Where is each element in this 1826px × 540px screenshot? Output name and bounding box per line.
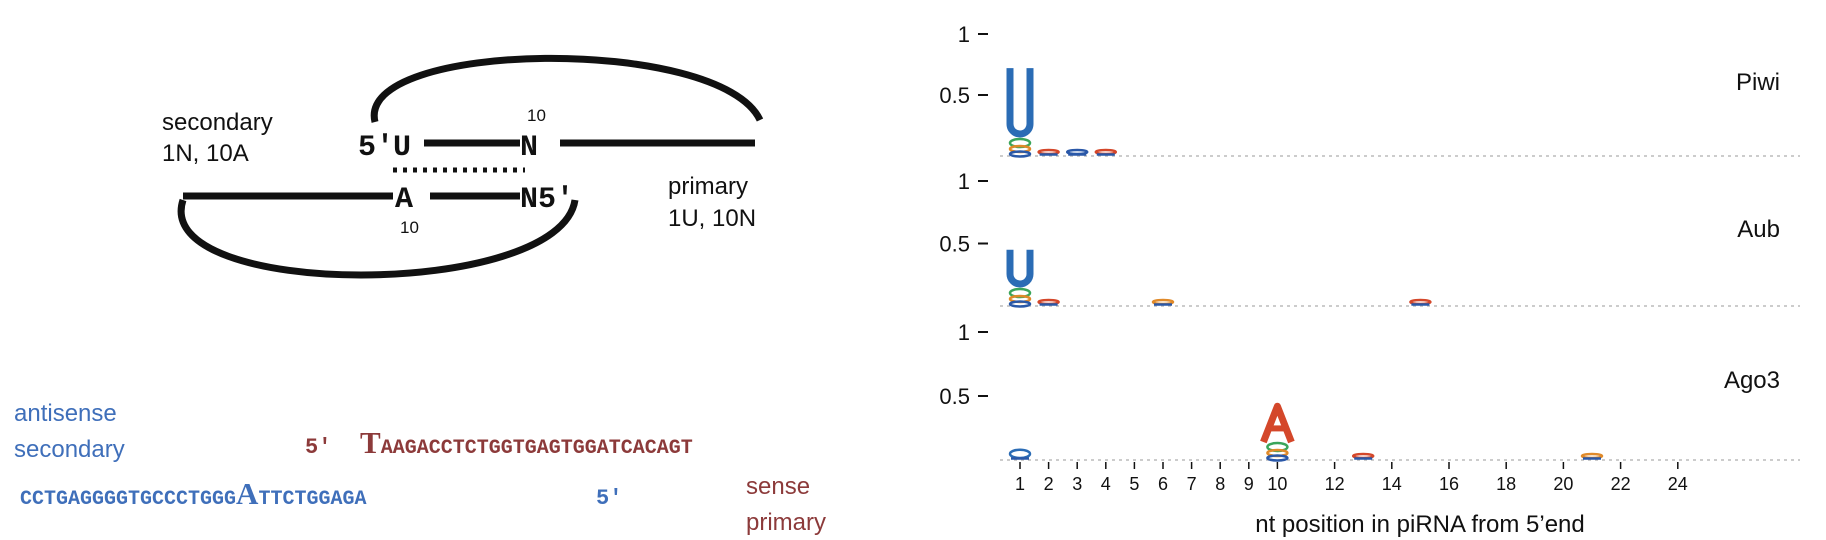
y-tick-label: 0.5	[939, 384, 970, 409]
antisense-sequence: CCTGAGGGGTGCCCTGGGATTCTGGAGA	[20, 476, 366, 511]
y-tick-label: 0.5	[939, 83, 970, 108]
x-tick-label: 9	[1244, 474, 1254, 494]
x-tick-label: 20	[1553, 474, 1573, 494]
sense-label-line2: primary	[746, 509, 826, 536]
top-pos1-U: U	[393, 131, 411, 165]
logo-letter-U-pos1	[1006, 249, 1034, 308]
logo-letter-U-pos1	[1006, 68, 1034, 158]
antisense-label-line1: antisense	[14, 400, 117, 427]
primary-label-line2: 1U, 10N	[668, 205, 756, 232]
sense-rest: AAGACCTCTGGTGAGTGGATCACAGT	[381, 437, 693, 460]
x-tick-label: 1	[1015, 474, 1025, 494]
x-tick-label: 7	[1187, 474, 1197, 494]
logo-letter-A-pos10	[1260, 402, 1295, 462]
x-tick-label: 10	[1267, 474, 1287, 494]
top-pos10-number: 10	[527, 106, 546, 125]
panel-name-ago3: Ago3	[1724, 367, 1780, 394]
x-tick-label: 2	[1044, 474, 1054, 494]
panel-name-aub: Aub	[1737, 216, 1780, 243]
sequence-pair: antisense secondary 5′ TAAGACCTCTGGTGAGT…	[14, 400, 826, 536]
x-tick-label: 3	[1072, 474, 1082, 494]
y-tick-label: 1	[958, 22, 970, 47]
logo-mark-pos15	[1409, 298, 1432, 306]
x-tick-label: 12	[1325, 474, 1345, 494]
logo-mark-pos13	[1351, 452, 1375, 460]
top-arc	[370, 54, 764, 123]
secondary-label-line2: 1N, 10A	[162, 140, 249, 167]
antisense-five-prime: 5′	[596, 486, 622, 511]
primary-label-line1: primary	[668, 173, 748, 200]
antisense-right: TTCTGGAGA	[258, 488, 366, 511]
logo-mark-pos2	[1037, 148, 1060, 156]
antisense-left: CCTGAGGGGTGCCCTGGG	[20, 488, 236, 511]
y-tick-label: 1	[958, 169, 970, 194]
pingpong-diagram: 5′ U 10 N A 10 N5′ secondary 1N, 10A pri…	[162, 54, 764, 279]
bottom-pos10-number: 10	[400, 218, 419, 237]
x-tick-label: 4	[1101, 474, 1111, 494]
x-tick-label: 8	[1215, 474, 1225, 494]
bottom-N-five-prime: N5′	[520, 183, 574, 217]
logo-mark-pos1	[1008, 448, 1032, 460]
sense-five-prime: 5′	[305, 435, 331, 460]
x-tick-label: 18	[1496, 474, 1516, 494]
panel-name-piwi: Piwi	[1736, 69, 1780, 96]
x-tick-label: 6	[1158, 474, 1168, 494]
logo-mark-pos3	[1065, 148, 1089, 156]
top-pos10-N: N	[520, 131, 538, 165]
x-tick-label: 16	[1439, 474, 1459, 494]
sense-first-base: T	[360, 425, 381, 460]
bottom-pos10-A: A	[395, 183, 413, 217]
logo-mark-pos6	[1151, 298, 1175, 306]
y-tick-label: 1	[958, 320, 970, 345]
y-tick-label: 0.5	[939, 232, 970, 257]
logo-mark-pos21	[1580, 452, 1604, 460]
x-tick-label: 22	[1611, 474, 1631, 494]
sense-sequence: TAAGACCTCTGGTGAGTGGATCACAGT	[360, 425, 693, 460]
x-tick-label: 5	[1129, 474, 1139, 494]
x-tick-label: 14	[1382, 474, 1402, 494]
bottom-arc	[177, 198, 579, 279]
antisense-label-line2: secondary	[14, 436, 125, 463]
logo-mark-pos2	[1037, 298, 1060, 306]
x-axis-title: nt position in piRNA from 5’end	[1255, 511, 1585, 538]
sense-label-line1: sense	[746, 473, 810, 500]
x-tick-label: 24	[1668, 474, 1688, 494]
logo-mark-pos4	[1094, 148, 1118, 156]
antisense-highlight: A	[236, 476, 259, 511]
top-five-prime: 5′	[358, 131, 394, 165]
secondary-label-line1: secondary	[162, 109, 273, 136]
